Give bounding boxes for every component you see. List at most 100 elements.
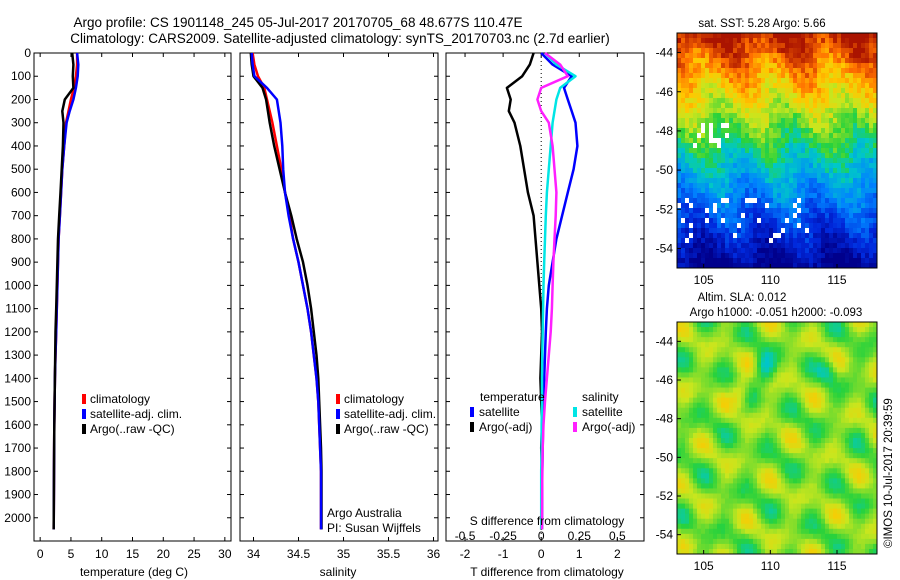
sla-cell bbox=[757, 498, 762, 504]
sla-cell bbox=[861, 377, 866, 383]
sla-cell bbox=[781, 533, 786, 540]
sla-cell bbox=[805, 518, 810, 525]
sst-cell bbox=[701, 258, 706, 264]
sla-cell bbox=[761, 473, 766, 479]
sla-cell bbox=[741, 387, 746, 394]
sla-cell bbox=[865, 337, 870, 343]
sst-cell bbox=[793, 123, 798, 129]
sla-cell bbox=[725, 453, 730, 459]
sla-cell bbox=[825, 438, 830, 444]
sla-cell bbox=[733, 518, 738, 525]
x-tick-label: 25 bbox=[187, 547, 201, 561]
sst-cell bbox=[825, 98, 830, 104]
sst-cell bbox=[781, 133, 786, 139]
sla-cell bbox=[785, 518, 790, 525]
sla-cell bbox=[869, 407, 874, 414]
sst-cell bbox=[805, 223, 810, 229]
sst-cell bbox=[733, 118, 738, 124]
sla-cell bbox=[797, 397, 802, 404]
sst-cell bbox=[801, 108, 806, 114]
sst-cell bbox=[781, 178, 786, 184]
sst-cell bbox=[841, 188, 846, 194]
sst-cell bbox=[725, 48, 730, 54]
sst-cell bbox=[681, 123, 686, 129]
lat-tick-label: -52 bbox=[656, 489, 674, 503]
sla-cell bbox=[825, 407, 830, 414]
sst-cell bbox=[769, 38, 774, 44]
sla-cell bbox=[681, 528, 686, 535]
sla-cell bbox=[841, 327, 846, 333]
sst-cell bbox=[841, 118, 846, 124]
sla-cell bbox=[873, 367, 878, 373]
sla-cell bbox=[697, 347, 702, 353]
sst-cell bbox=[869, 148, 874, 154]
sst-cell bbox=[685, 143, 690, 149]
sla-cell bbox=[805, 468, 810, 474]
sla-cell bbox=[729, 508, 734, 515]
sla-cell bbox=[701, 337, 706, 343]
sla-cell bbox=[773, 322, 778, 328]
sla-cell bbox=[721, 357, 726, 363]
sla-cell bbox=[721, 548, 726, 555]
sst-cell bbox=[781, 228, 786, 234]
sla-cell bbox=[829, 337, 834, 343]
sla-cell bbox=[701, 473, 706, 479]
sst-cell bbox=[801, 208, 806, 214]
sla-cell bbox=[865, 448, 870, 454]
sst-cell bbox=[809, 33, 814, 39]
sst-cell bbox=[777, 143, 782, 149]
sla-cell bbox=[733, 432, 738, 439]
sst-cell bbox=[737, 158, 742, 164]
sst-cell bbox=[677, 198, 682, 204]
sst-cell bbox=[701, 248, 706, 254]
sla-cell bbox=[701, 468, 706, 474]
sla-cell bbox=[873, 332, 878, 338]
sla-cell bbox=[845, 402, 850, 409]
sst-cell bbox=[701, 243, 706, 249]
sla-cell bbox=[869, 513, 874, 520]
sst-cell bbox=[777, 78, 782, 84]
sst-cell bbox=[717, 253, 722, 259]
sst-cell bbox=[853, 243, 858, 249]
sst-cell bbox=[677, 118, 682, 124]
sst-cell bbox=[865, 183, 870, 189]
sla-cell bbox=[745, 387, 750, 394]
sst-cell bbox=[813, 248, 818, 254]
sst-cell bbox=[697, 178, 702, 184]
sla-cell bbox=[873, 397, 878, 404]
sla-cell bbox=[709, 438, 714, 444]
sla-cell bbox=[873, 508, 878, 515]
sst-cell bbox=[809, 258, 814, 264]
sla-cell bbox=[841, 407, 846, 414]
sla-cell bbox=[717, 538, 722, 545]
sst-cell bbox=[793, 68, 798, 74]
sla-cell bbox=[697, 508, 702, 515]
sst-cell bbox=[849, 173, 854, 179]
sst-cell bbox=[805, 68, 810, 74]
sla-cell bbox=[805, 432, 810, 439]
s-difference-top-label: S difference from climatology bbox=[470, 514, 625, 528]
sst-cell bbox=[797, 93, 802, 99]
sst-cell bbox=[825, 63, 830, 69]
sst-cell bbox=[693, 53, 698, 59]
sla-cell bbox=[709, 548, 714, 555]
sla-cell bbox=[857, 382, 862, 388]
sla-cell bbox=[765, 332, 770, 338]
sst-cell bbox=[865, 58, 870, 64]
sst-cell bbox=[749, 203, 754, 209]
sla-cell bbox=[769, 523, 774, 530]
sst-cell bbox=[697, 143, 702, 149]
sla-cell bbox=[761, 483, 766, 489]
sst-cell bbox=[829, 218, 834, 224]
sst-cell bbox=[761, 163, 766, 169]
sla-cell bbox=[717, 498, 722, 504]
sla-cell bbox=[805, 412, 810, 419]
sst-cell bbox=[837, 243, 842, 249]
sla-cell bbox=[773, 548, 778, 555]
sla-cell bbox=[793, 448, 798, 454]
sla-cell bbox=[773, 347, 778, 353]
sla-cell bbox=[797, 392, 802, 399]
sst-cell bbox=[713, 258, 718, 264]
sla-cell bbox=[753, 493, 758, 499]
